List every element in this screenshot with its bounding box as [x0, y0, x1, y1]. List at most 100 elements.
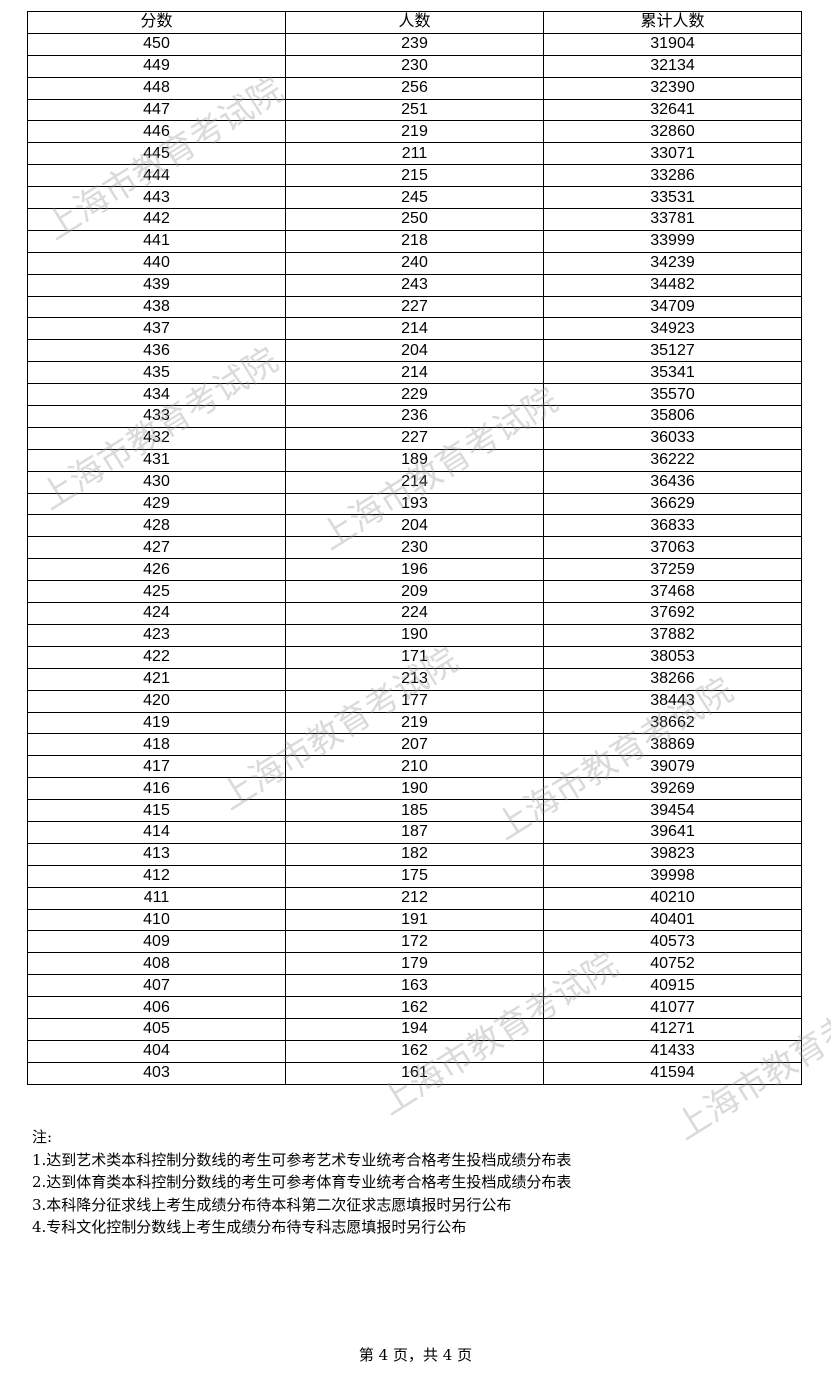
cell-cumulative: 33781	[543, 208, 802, 231]
score-distribution-table: 分数 人数 累计人数 450 239 31904 449 230 32134 448 256 3…	[27, 11, 802, 1085]
note-item: 4.专科文化控制分数线上考生成绩分布待专科志愿填报时另行公布	[32, 1218, 467, 1236]
cell-cumulative: 39079	[543, 755, 802, 779]
cell-count: 239	[285, 32, 544, 56]
table-row: 441 218 33999	[27, 229, 802, 253]
cell-score: 448	[27, 76, 286, 100]
cell-cumulative: 38662	[543, 711, 802, 735]
cell-score: 447	[27, 98, 286, 122]
table-row: 433 236 35806	[27, 405, 802, 428]
cell-count: 194	[285, 1017, 544, 1041]
cell-cumulative: 41594	[543, 1061, 802, 1085]
cell-cumulative: 35806	[543, 405, 802, 428]
cell-count: 250	[285, 208, 544, 231]
table-row: 410 191 40401	[27, 908, 802, 932]
cell-count: 240	[285, 251, 544, 275]
table-row: 448 256 32390	[27, 76, 802, 100]
cell-score: 404	[27, 1039, 286, 1063]
cell-count: 251	[285, 98, 544, 122]
cell-count: 218	[285, 229, 544, 253]
cell-score: 449	[27, 54, 286, 78]
cell-cumulative: 40915	[543, 974, 802, 998]
table-row: 403 161 41594	[27, 1061, 802, 1085]
cell-score: 408	[27, 952, 286, 976]
cell-score: 416	[27, 777, 286, 801]
table-row: 450 239 31904	[27, 32, 802, 56]
table-row: 413 182 39823	[27, 842, 802, 866]
table-row: 408 179 40752	[27, 952, 802, 976]
table-row: 435 214 35341	[27, 361, 802, 385]
cell-score: 446	[27, 120, 286, 144]
cell-score: 441	[27, 229, 286, 253]
table-row: 440 240 34239	[27, 251, 802, 275]
cell-count: 190	[285, 623, 544, 647]
cell-cumulative: 33531	[543, 186, 802, 210]
table-row: 429 193 36629	[27, 492, 802, 516]
cell-count: 227	[285, 295, 544, 319]
table-row: 426 196 37259	[27, 558, 802, 582]
cell-cumulative: 38053	[543, 645, 802, 669]
cell-cumulative: 40752	[543, 952, 802, 976]
cell-cumulative: 38869	[543, 733, 802, 757]
cell-cumulative: 37063	[543, 536, 802, 560]
cell-count: 245	[285, 186, 544, 210]
cell-count: 212	[285, 886, 544, 910]
notes-title: 注:	[32, 1128, 53, 1146]
cell-score: 424	[27, 602, 286, 625]
cell-count: 236	[285, 405, 544, 428]
table-row: 437 214 34923	[27, 317, 802, 341]
table-row: 407 163 40915	[27, 974, 802, 998]
cell-score: 433	[27, 405, 286, 428]
cell-score: 419	[27, 711, 286, 735]
table-row: 420 177 38443	[27, 689, 802, 713]
table-row: 412 175 39998	[27, 864, 802, 888]
cell-score: 422	[27, 645, 286, 669]
cell-score: 423	[27, 623, 286, 647]
cell-score: 406	[27, 996, 286, 1019]
cell-count: 190	[285, 777, 544, 801]
table-row: 409 172 40573	[27, 930, 802, 954]
cell-score: 438	[27, 295, 286, 319]
cell-count: 161	[285, 1061, 544, 1085]
header-score: 分数	[27, 11, 286, 34]
table-row: 405 194 41271	[27, 1017, 802, 1041]
cell-score: 435	[27, 361, 286, 385]
table-row: 421 213 38266	[27, 667, 802, 691]
table-row: 422 171 38053	[27, 645, 802, 669]
cell-cumulative: 39454	[543, 799, 802, 822]
cell-score: 432	[27, 426, 286, 450]
cell-score: 431	[27, 448, 286, 472]
header-cumulative: 累计人数	[543, 11, 802, 34]
cell-cumulative: 39823	[543, 842, 802, 866]
note-item: 3.本科降分征求线上考生成绩分布待本科第二次征求志愿填报时另行公布	[32, 1195, 512, 1214]
cell-cumulative: 32641	[543, 98, 802, 122]
cell-cumulative: 38266	[543, 667, 802, 691]
cell-cumulative: 34709	[543, 295, 802, 319]
cell-count: 189	[285, 448, 544, 472]
cell-cumulative: 32390	[543, 76, 802, 100]
cell-score: 403	[27, 1061, 286, 1085]
cell-count: 196	[285, 558, 544, 582]
cell-cumulative: 31904	[543, 32, 802, 56]
cell-count: 215	[285, 164, 544, 188]
cell-cumulative: 41433	[543, 1039, 802, 1063]
cell-cumulative: 41077	[543, 996, 802, 1019]
cell-cumulative: 36222	[543, 448, 802, 472]
cell-cumulative: 40210	[543, 886, 802, 910]
cell-cumulative: 34482	[543, 273, 802, 297]
cell-score: 417	[27, 755, 286, 779]
cell-count: 256	[285, 76, 544, 100]
cell-score: 437	[27, 317, 286, 341]
cell-cumulative: 32134	[543, 54, 802, 78]
cell-score: 427	[27, 536, 286, 560]
cell-count: 243	[285, 273, 544, 297]
cell-score: 426	[27, 558, 286, 582]
cell-count: 162	[285, 996, 544, 1019]
cell-score: 436	[27, 339, 286, 363]
cell-score: 414	[27, 820, 286, 844]
table-row: 411 212 40210	[27, 886, 802, 910]
table-row: 417 210 39079	[27, 755, 802, 779]
cell-score: 410	[27, 908, 286, 932]
table-row: 443 245 33531	[27, 186, 802, 210]
cell-cumulative: 39998	[543, 864, 802, 888]
header-count: 人数	[285, 11, 544, 34]
